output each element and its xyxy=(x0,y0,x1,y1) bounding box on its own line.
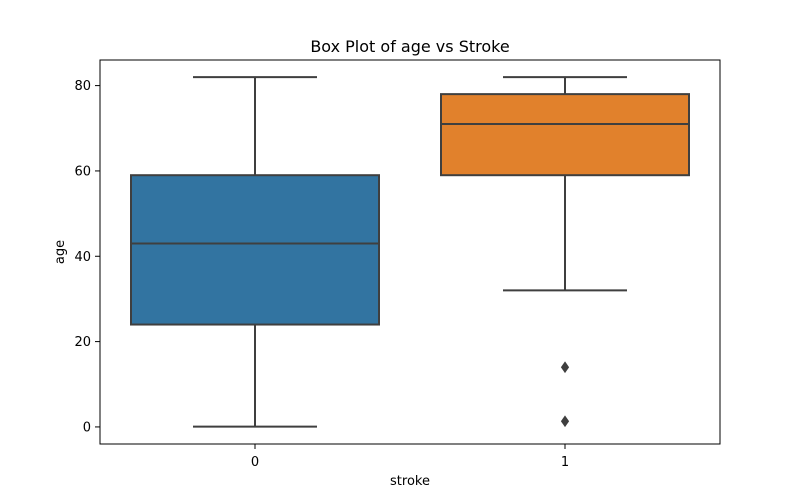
y-axis: 0 20 40 60 80 xyxy=(74,79,100,435)
x-tick-label: 0 xyxy=(251,455,259,470)
iqr-box xyxy=(440,93,690,177)
box-group-1 xyxy=(440,76,690,428)
box-series xyxy=(130,76,690,428)
y-tick-label: 40 xyxy=(74,250,91,265)
outlier-point xyxy=(560,415,570,428)
x-axis-label: stroke xyxy=(390,474,430,489)
box-group-0 xyxy=(130,76,380,428)
y-tick-label: 80 xyxy=(74,79,91,94)
y-tick-label: 60 xyxy=(74,164,91,179)
iqr-box xyxy=(130,174,380,326)
plot-area-frame xyxy=(99,59,721,445)
chart-title: Box Plot of age vs Stroke xyxy=(310,37,509,56)
x-tick-label: 1 xyxy=(561,455,569,470)
y-tick-label: 20 xyxy=(74,335,91,350)
y-axis-label: age xyxy=(53,240,68,264)
outlier-point xyxy=(560,361,570,374)
y-tick-label: 0 xyxy=(83,420,91,435)
